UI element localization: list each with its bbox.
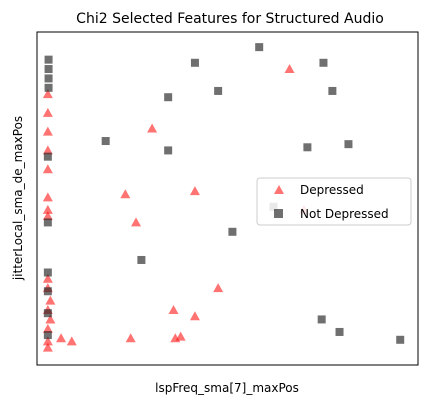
point-not-depressed-17 [44,65,53,74]
point-depressed-20 [42,204,53,214]
point-depressed-22 [42,273,53,283]
point-depressed-27 [42,342,53,352]
point-depressed-21 [42,211,53,221]
point-depressed-1 [147,123,158,133]
point-depressed-18 [42,164,53,174]
x-axis-label: lspFreq_sma[7]_maxPos [155,381,299,395]
point-not-depressed-11 [228,227,237,236]
point-not-depressed-8 [303,143,312,152]
point-depressed-29 [45,314,56,324]
points-layer [42,43,405,352]
point-not-depressed-23 [43,287,52,296]
y-axis-label: jitterLocal_sma_de_maxPos [11,116,25,281]
point-not-depressed-7 [164,146,173,155]
point-not-depressed-2 [319,58,328,67]
legend-box [256,177,412,226]
point-not-depressed-4 [328,86,337,95]
point-depressed-8 [189,311,200,321]
point-depressed-25 [42,323,53,333]
point-not-depressed-15 [396,335,405,344]
point-not-depressed-14 [335,327,344,336]
point-depressed-9 [56,333,67,343]
point-depressed-10 [66,336,77,346]
point-depressed-16 [42,126,53,136]
point-not-depressed-18 [44,74,53,83]
point-not-depressed-16 [44,55,53,64]
point-not-depressed-13 [317,315,326,324]
point-depressed-2 [120,189,131,199]
chart-title: Chi2 Selected Features for Structured Au… [76,11,384,27]
legend-marker-not-depressed [274,209,283,218]
plot-frame [36,31,419,366]
point-not-depressed-25 [43,331,52,340]
point-not-depressed-24 [43,309,52,318]
point-not-depressed-6 [101,137,110,146]
point-not-depressed-19 [44,83,53,92]
point-not-depressed-12 [137,255,146,264]
point-depressed-26 [42,336,53,346]
point-depressed-17 [42,145,53,155]
point-depressed-13 [175,331,186,341]
point-not-depressed-5 [164,93,173,102]
point-depressed-14 [42,89,53,99]
point-not-depressed-22 [43,268,52,277]
point-not-depressed-20 [43,152,52,161]
point-depressed-15 [42,107,53,117]
point-not-depressed-0 [255,43,264,52]
legend: Depressed Not Depressed [256,177,412,226]
point-depressed-5 [131,217,142,227]
point-not-depressed-21 [43,218,52,227]
point-depressed-11 [125,333,136,343]
point-depressed-3 [189,186,200,196]
point-depressed-19 [42,192,53,202]
point-not-depressed-3 [214,86,223,95]
point-not-depressed-9 [344,140,353,149]
point-not-depressed-1 [190,58,199,67]
point-depressed-6 [213,283,224,293]
legend-marker-depressed [274,185,284,194]
point-depressed-7 [168,305,179,315]
legend-label-depressed: Depressed [300,183,364,197]
legend-label-not-depressed: Not Depressed [300,207,389,221]
point-depressed-28 [45,295,56,305]
point-depressed-0 [284,64,295,74]
